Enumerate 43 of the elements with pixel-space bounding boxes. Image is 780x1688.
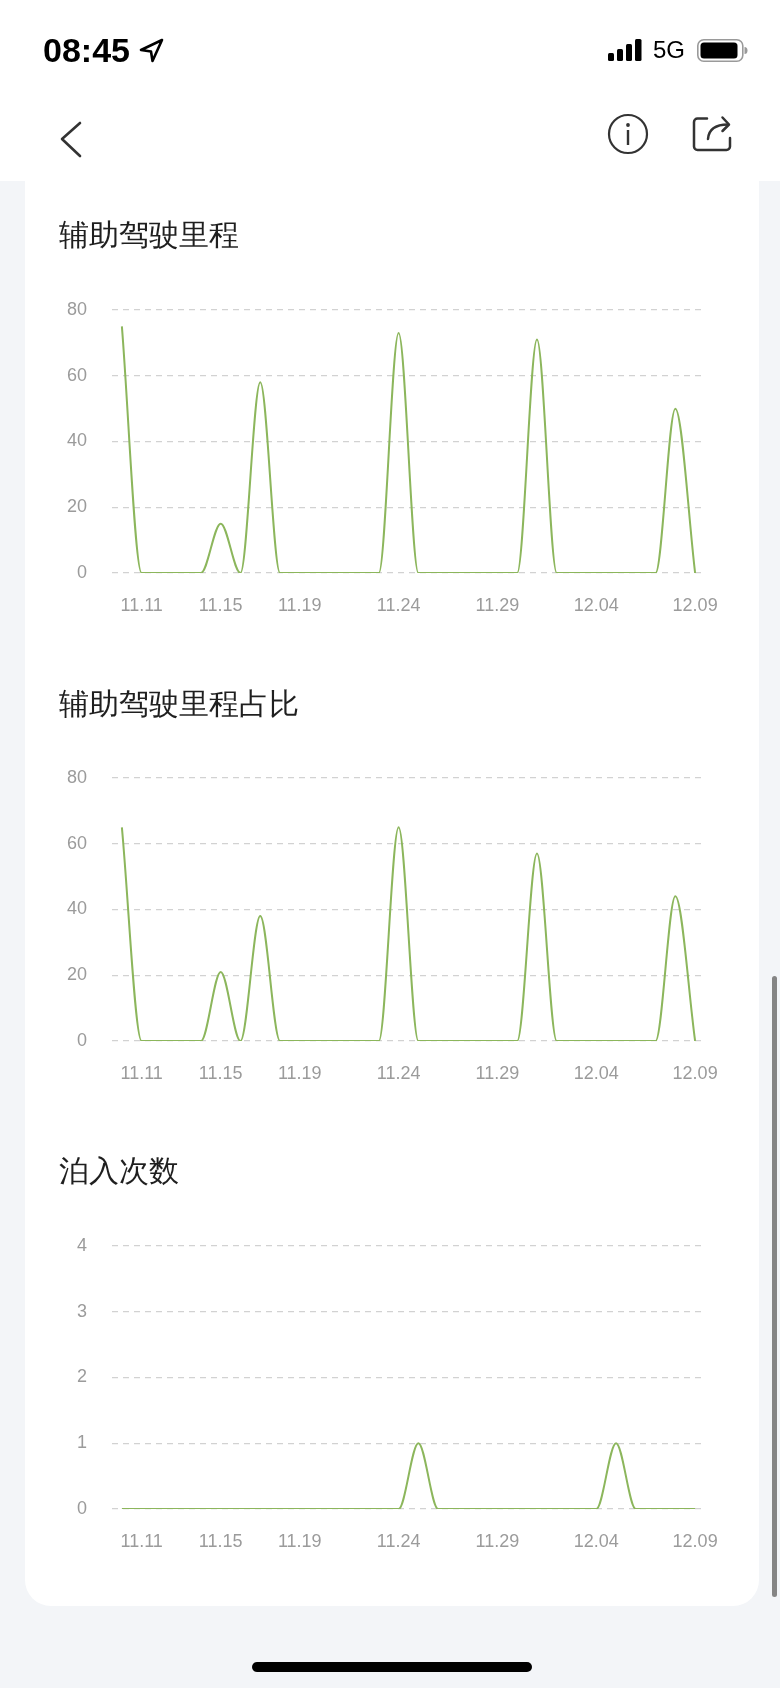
x-tick-label: 11.29 [475,1062,520,1083]
x-tick-label: 11.15 [198,1530,243,1551]
y-tick-label: 0 [76,1029,87,1050]
text: 08:45 [43,30,130,70]
x-tick-label: 11.19 [277,594,322,615]
chart-title: 辅助驾驶里程占比 [59,686,299,722]
x-tick-label: 11.11 [120,1062,163,1083]
y-tick-label: 0 [76,1497,87,1518]
y-tick-label: 2 [76,1366,87,1387]
x-tick-label: 11.19 [277,1062,322,1083]
x-tick-label: 11.29 [475,594,520,615]
x-tick-label: 11.15 [198,594,243,615]
y-tick-label: 80 [66,298,87,319]
chart-title: 辅助驾驶里程 [59,217,239,253]
y-tick-label: 20 [66,496,87,517]
y-tick-label: 4 [76,1234,87,1255]
x-tick-label: 11.24 [376,594,421,615]
x-tick-label: 11.29 [475,1530,520,1551]
line-series [120,826,697,1041]
x-tick-label: 12.09 [672,1062,718,1083]
x-tick-label: 12.09 [672,1530,718,1551]
y-tick-label: 20 [66,964,87,985]
x-tick-label: 11.11 [120,1530,163,1551]
y-tick-label: 40 [66,898,87,919]
text: 5G [653,35,686,65]
chart-title: 泊入次数 [59,1153,179,1189]
x-tick-label: 11.24 [376,1530,421,1551]
y-tick-label: 80 [66,766,87,787]
x-tick-label: 12.04 [573,594,619,615]
x-tick-label: 12.04 [573,1530,619,1551]
x-tick-label: 11.19 [277,1530,322,1551]
x-tick-label: 12.09 [672,594,718,615]
y-tick-label: 1 [76,1432,87,1453]
x-tick-label: 12.04 [573,1062,619,1083]
x-tick-label: 11.11 [120,594,163,615]
y-tick-label: 40 [66,430,87,451]
y-tick-label: 60 [66,832,87,853]
y-tick-label: 0 [76,561,87,582]
y-tick-label: 60 [66,364,87,385]
line-series [120,325,697,573]
x-tick-label: 11.24 [376,1062,421,1083]
x-tick-label: 11.15 [198,1062,243,1083]
y-tick-label: 3 [76,1300,87,1321]
